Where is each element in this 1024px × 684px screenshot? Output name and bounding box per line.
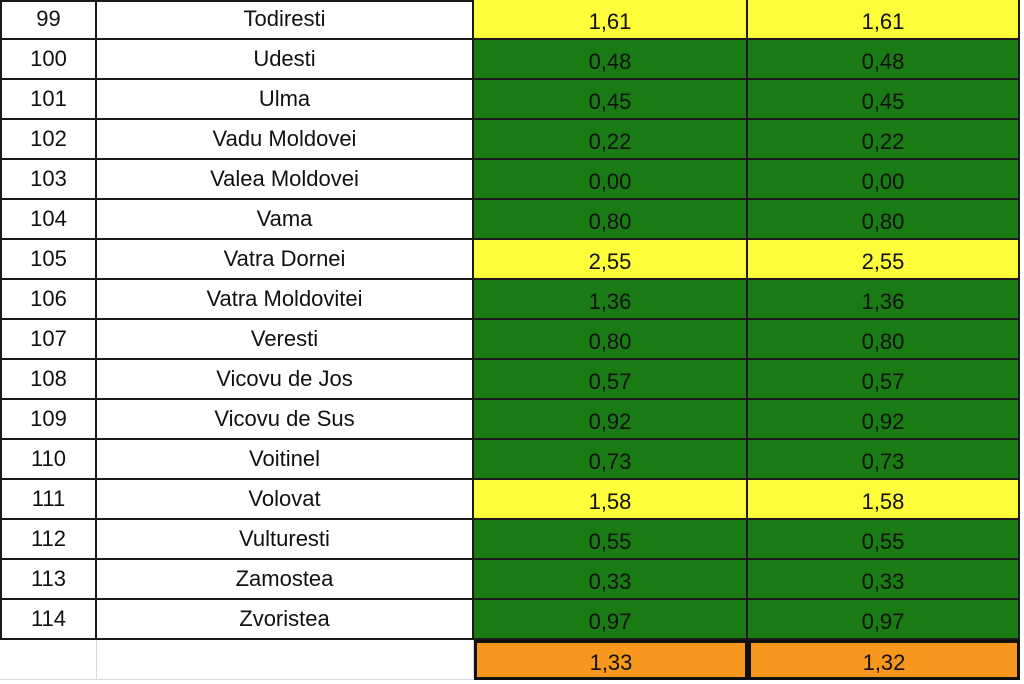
value-2-cell[interactable]: 0,48 (748, 40, 1020, 80)
locality-name-cell[interactable]: Todiresti (97, 0, 474, 40)
value-1-cell[interactable]: 0,55 (474, 520, 748, 560)
row-number-cell[interactable]: 104 (0, 200, 97, 240)
value-2-cell[interactable]: 0,22 (748, 120, 1020, 160)
row-number-cell[interactable]: 113 (0, 560, 97, 600)
value-2-cell[interactable]: 0,57 (748, 360, 1020, 400)
totals-row: 1,33 1,32 (0, 640, 1024, 680)
value-1-cell[interactable]: 0,92 (474, 400, 748, 440)
table-row: 113 Zamostea 0,33 0,33 (0, 560, 1024, 600)
value-2-cell[interactable]: 0,73 (748, 440, 1020, 480)
locality-name-cell[interactable]: Ulma (97, 80, 474, 120)
row-number-cell[interactable]: 101 (0, 80, 97, 120)
value-2-cell[interactable]: 0,33 (748, 560, 1020, 600)
locality-name-cell[interactable]: Vadu Moldovei (97, 120, 474, 160)
value-1-cell[interactable]: 0,73 (474, 440, 748, 480)
totals-num-cell[interactable] (0, 640, 97, 680)
table-row: 102 Vadu Moldovei 0,22 0,22 (0, 120, 1024, 160)
value-2-cell[interactable]: 2,55 (748, 240, 1020, 280)
table-row: 103 Valea Moldovei 0,00 0,00 (0, 160, 1024, 200)
value-1-cell[interactable]: 0,22 (474, 120, 748, 160)
value-1-cell[interactable]: 0,97 (474, 600, 748, 640)
value-2-cell[interactable]: 0,55 (748, 520, 1020, 560)
table-row: 108 Vicovu de Jos 0,57 0,57 (0, 360, 1024, 400)
sheet-edge (1020, 0, 1024, 684)
table-row: 109 Vicovu de Sus 0,92 0,92 (0, 400, 1024, 440)
locality-name-cell[interactable]: Udesti (97, 40, 474, 80)
table-row: 105 Vatra Dornei 2,55 2,55 (0, 240, 1024, 280)
value-1-cell[interactable]: 0,45 (474, 80, 748, 120)
value-1-cell[interactable]: 0,00 (474, 160, 748, 200)
locality-name-cell[interactable]: Vama (97, 200, 474, 240)
row-number-cell[interactable]: 112 (0, 520, 97, 560)
table-row: 114 Zvoristea 0,97 0,97 (0, 600, 1024, 640)
locality-name-cell[interactable]: Zamostea (97, 560, 474, 600)
locality-name-cell[interactable]: Voitinel (97, 440, 474, 480)
locality-name-cell[interactable]: Vatra Dornei (97, 240, 474, 280)
locality-name-cell[interactable]: Valea Moldovei (97, 160, 474, 200)
row-number-cell[interactable]: 110 (0, 440, 97, 480)
row-number-cell[interactable]: 105 (0, 240, 97, 280)
table-row: 106 Vatra Moldovitei 1,36 1,36 (0, 280, 1024, 320)
value-1-cell[interactable]: 0,80 (474, 200, 748, 240)
locality-name-cell[interactable]: Vicovu de Jos (97, 360, 474, 400)
value-2-cell[interactable]: 1,36 (748, 280, 1020, 320)
value-1-cell[interactable]: 1,58 (474, 480, 748, 520)
value-2-cell[interactable]: 1,58 (748, 480, 1020, 520)
row-number-cell[interactable]: 114 (0, 600, 97, 640)
table-row: 107 Veresti 0,80 0,80 (0, 320, 1024, 360)
value-1-cell[interactable]: 0,80 (474, 320, 748, 360)
total-value-2-cell[interactable]: 1,32 (748, 640, 1020, 680)
value-2-cell[interactable]: 0,80 (748, 320, 1020, 360)
table-row: 101 Ulma 0,45 0,45 (0, 80, 1024, 120)
row-number-cell[interactable]: 103 (0, 160, 97, 200)
total-value-1-cell[interactable]: 1,33 (474, 640, 748, 680)
value-1-cell[interactable]: 0,48 (474, 40, 748, 80)
value-1-cell[interactable]: 0,57 (474, 360, 748, 400)
locality-name-cell[interactable]: Vulturesti (97, 520, 474, 560)
locality-name-cell[interactable]: Vatra Moldovitei (97, 280, 474, 320)
locality-name-cell[interactable]: Zvoristea (97, 600, 474, 640)
row-number-cell[interactable]: 100 (0, 40, 97, 80)
table-row: 100 Udesti 0,48 0,48 (0, 40, 1024, 80)
totals-name-cell[interactable] (97, 640, 474, 680)
row-number-cell[interactable]: 109 (0, 400, 97, 440)
row-number-cell[interactable]: 111 (0, 480, 97, 520)
row-number-cell[interactable]: 106 (0, 280, 97, 320)
locality-name-cell[interactable]: Volovat (97, 480, 474, 520)
locality-name-cell[interactable]: Vicovu de Sus (97, 400, 474, 440)
value-1-cell[interactable]: 1,36 (474, 280, 748, 320)
value-2-cell[interactable]: 0,45 (748, 80, 1020, 120)
table-row: 99 Todiresti 1,61 1,61 (0, 0, 1024, 40)
table-row: 112 Vulturesti 0,55 0,55 (0, 520, 1024, 560)
value-2-cell[interactable]: 0,80 (748, 200, 1020, 240)
table-row: 110 Voitinel 0,73 0,73 (0, 440, 1024, 480)
locality-name-cell[interactable]: Veresti (97, 320, 474, 360)
value-1-cell[interactable]: 2,55 (474, 240, 748, 280)
value-1-cell[interactable]: 1,61 (474, 0, 748, 40)
value-2-cell[interactable]: 0,00 (748, 160, 1020, 200)
table-row: 111 Volovat 1,58 1,58 (0, 480, 1024, 520)
table-row: 104 Vama 0,80 0,80 (0, 200, 1024, 240)
row-number-cell[interactable]: 102 (0, 120, 97, 160)
value-2-cell[interactable]: 0,92 (748, 400, 1020, 440)
row-number-cell[interactable]: 107 (0, 320, 97, 360)
value-2-cell[interactable]: 1,61 (748, 0, 1020, 40)
value-1-cell[interactable]: 0,33 (474, 560, 748, 600)
row-number-cell[interactable]: 108 (0, 360, 97, 400)
value-2-cell[interactable]: 0,97 (748, 600, 1020, 640)
row-number-cell[interactable]: 99 (0, 0, 97, 40)
